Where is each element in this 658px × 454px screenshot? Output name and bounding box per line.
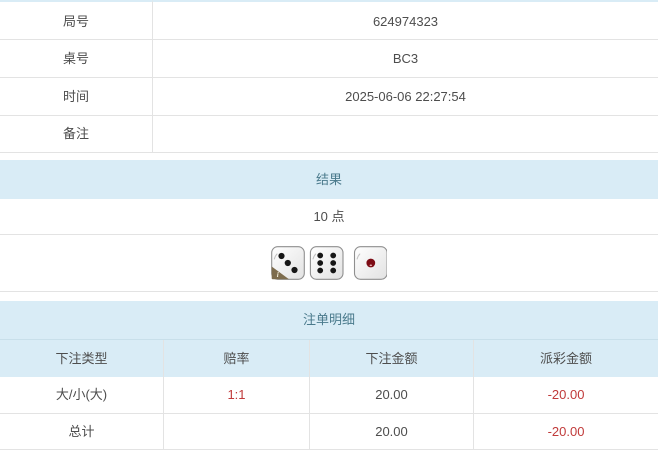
svg-text:i: i [277,272,279,280]
